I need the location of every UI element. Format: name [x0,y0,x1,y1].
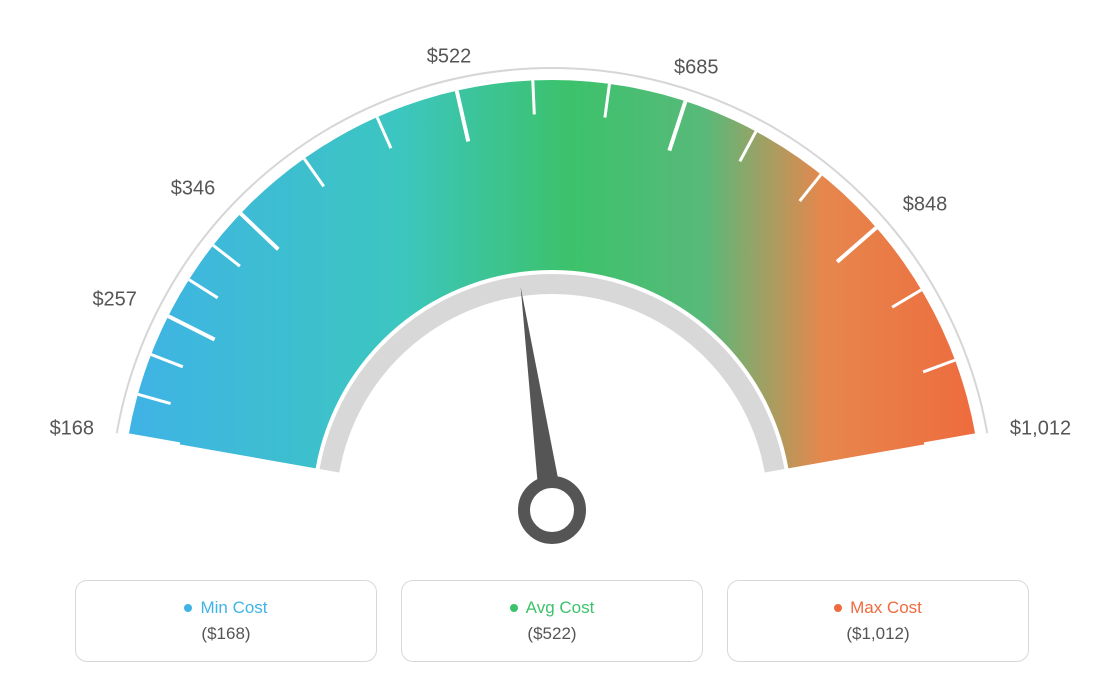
gauge-tick-label: $685 [674,56,719,79]
cost-card-title-text: Max Cost [850,598,922,618]
cost-card: Min Cost ($168) [75,580,377,662]
gauge-tick-label: $257 [92,289,137,312]
legend-dot-icon [834,604,842,612]
cost-card-value: ($168) [201,624,250,644]
legend-dot-icon [184,604,192,612]
cost-card-value: ($1,012) [846,624,909,644]
gauge-tick-label: $1,012 [1010,418,1071,441]
gauge-svg [0,10,1104,570]
cost-card: Max Cost ($1,012) [727,580,1029,662]
cost-card-value: ($522) [527,624,576,644]
cost-gauge: $168 $257 $346 $522 $685 $848 $1,012 [0,0,1104,560]
cost-card: Avg Cost ($522) [401,580,703,662]
cost-card-title-text: Min Cost [200,598,267,618]
gauge-tick-label: $522 [427,45,472,68]
legend-dot-icon [510,604,518,612]
gauge-tick-label: $346 [171,178,216,201]
cost-card-title: Avg Cost [510,598,595,618]
gauge-tick-label: $848 [903,193,948,216]
gauge-tick-label: $168 [50,418,95,441]
cost-card-title: Max Cost [834,598,922,618]
cost-summary-cards: Min Cost ($168) Avg Cost ($522) Max Cost ($1,… [75,580,1029,662]
cost-card-title-text: Avg Cost [526,598,595,618]
cost-card-title: Min Cost [184,598,267,618]
